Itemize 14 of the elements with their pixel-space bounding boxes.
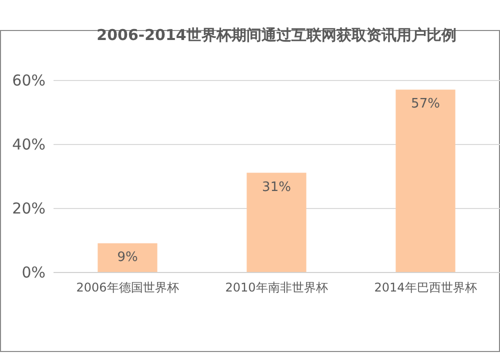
chart-title: 2006-2014世界杯期间通过互联网获取资讯用户比例 [96, 26, 456, 44]
data-label: 9% [117, 250, 138, 266]
y-tick-label: 40% [12, 136, 46, 154]
y-tick-label: 20% [12, 200, 46, 218]
bar [246, 172, 306, 272]
x-tick-label: 2006年德国世界杯 [76, 280, 179, 294]
x-tick-label: 2014年巴西世界杯 [374, 280, 477, 294]
y-tick-label: 60% [12, 72, 46, 90]
bar [98, 243, 158, 272]
data-label: 57% [411, 96, 440, 112]
y-tick-label: 0% [22, 264, 46, 282]
bar [396, 90, 456, 272]
x-tick-label: 2010年南非世界杯 [225, 280, 328, 294]
data-label: 31% [262, 180, 291, 195]
